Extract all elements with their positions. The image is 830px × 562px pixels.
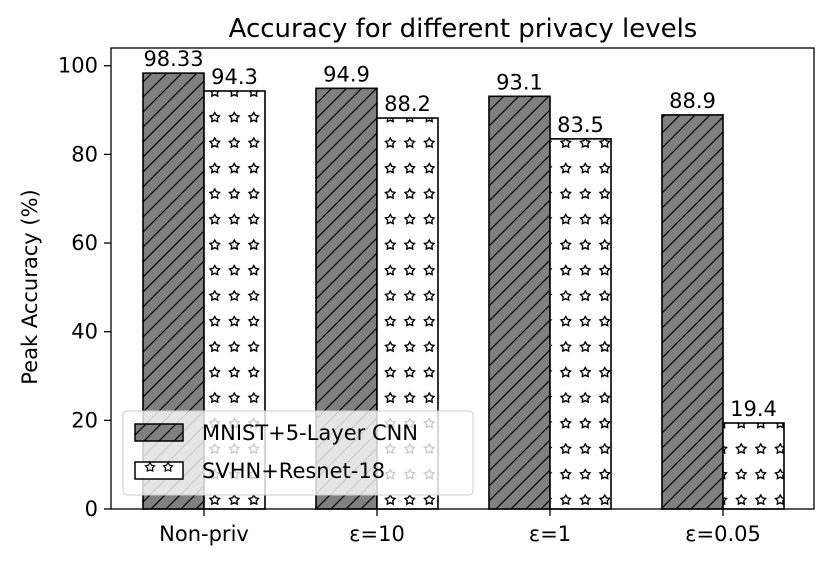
x-axis-ticks: Non-priv ε=10 ε=1 ε=0.05 [159,509,761,546]
y-tick-label: 80 [71,142,98,166]
x-tick-label: Non-priv [159,522,249,546]
bar-label-s1-0: 94.3 [211,65,258,89]
bar-label-s0-2: 93.1 [496,70,543,94]
legend-label-svhn: SVHN+Resnet-18 [202,459,385,483]
bar-s1-3 [722,422,785,510]
bar-label-s0-3: 88.9 [669,89,716,113]
y-axis-ticks: 0 20 40 60 80 100 [58,54,111,521]
bar-s1-2 [549,138,612,510]
bar-s0-2 [488,95,551,510]
legend: MNIST+5-Layer CNN SVHN+Resnet-18 [122,410,474,496]
bar-s0-3 [661,114,724,510]
x-tick-label: ε=0.05 [685,522,761,546]
bar-label-s0-0: 98.33 [143,47,203,71]
y-tick-label: 60 [71,231,98,255]
bar-label-s1-1: 88.2 [384,92,431,116]
x-tick-label: ε=10 [349,522,405,546]
x-tick-label: ε=1 [529,522,571,546]
y-tick-label: 100 [58,54,98,78]
y-tick-label: 40 [71,320,98,344]
bar-label-s1-3: 19.4 [730,397,777,421]
legend-box [122,410,474,496]
plot-frame [110,47,815,510]
legend-label-mnist: MNIST+5-Layer CNN [202,421,418,445]
legend-swatch-mnist [134,423,184,442]
bar-value-labels: 98.33 94.9 93.1 88.9 94.3 88.2 83.5 19.4 [143,47,776,421]
legend-swatch-svhn [134,461,184,480]
y-tick-label: 20 [71,408,98,432]
bar-label-s1-2: 83.5 [557,113,604,137]
y-tick-label: 0 [85,497,98,521]
legend-swatch-svhn-stars [144,461,174,472]
bar-label-s0-1: 94.9 [323,62,370,86]
chart-title: Accuracy for different privacy levels [229,14,698,44]
y-axis-label: Peak Accuracy (%) [18,189,42,384]
